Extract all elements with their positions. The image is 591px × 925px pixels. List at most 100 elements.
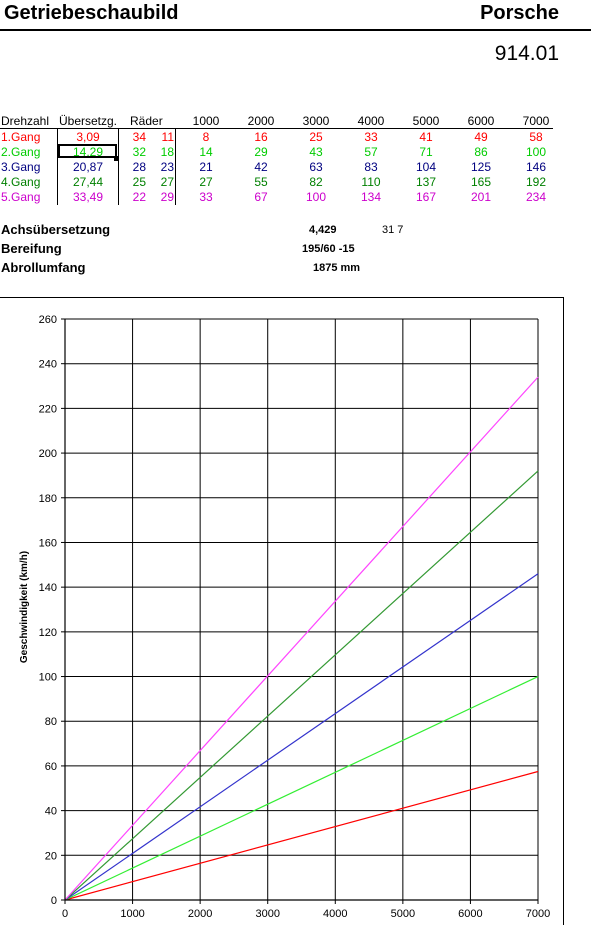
fill-handle[interactable]	[114, 156, 119, 161]
speed-value: 27	[199, 175, 213, 189]
speed-value: 49	[474, 130, 488, 144]
page-title: Getriebeschaubild	[4, 2, 179, 24]
speed-value: 58	[529, 130, 543, 144]
header-rpm-col: 2000	[247, 114, 275, 128]
header-ratio: Übersetzg.	[58, 114, 118, 128]
gear-teeth-driven: 29	[160, 190, 174, 204]
column-separator	[57, 129, 58, 205]
brand-name: Porsche	[480, 2, 559, 24]
header-rpm-col: 1000	[192, 114, 220, 128]
header-rpm: Drehzahl	[1, 114, 50, 128]
speed-value: 25	[309, 130, 323, 144]
series-line-gear-5	[64, 376, 539, 901]
gear-label: 4.Gang	[1, 175, 41, 189]
speed-value: 33	[199, 190, 213, 204]
header-rpm-col: 5000	[412, 114, 440, 128]
speed-value: 8	[202, 130, 210, 144]
chart-series	[64, 376, 539, 901]
speed-value: 29	[254, 145, 268, 159]
y-tick-label: 140	[39, 582, 57, 594]
speed-value: 234	[525, 190, 547, 204]
gear-teeth-driven: 11	[161, 130, 174, 144]
gear-ratio: 3,09	[76, 130, 100, 144]
y-tick-label: 240	[39, 359, 57, 371]
header-rpm-col: 6000	[467, 114, 495, 128]
gear-ratio: 33,49	[72, 190, 104, 204]
speed-value: 33	[364, 130, 378, 144]
speed-value: 57	[364, 145, 378, 159]
column-separator	[175, 129, 176, 205]
speed-value: 86	[474, 145, 488, 159]
y-tick-label: 100	[39, 672, 57, 684]
table-row: 1.Gang 3,09 34 11 8 16 25 33 41 49 58	[0, 130, 591, 145]
y-tick-label: 60	[45, 761, 57, 773]
gear-teeth-driven: 23	[160, 160, 174, 174]
series-line-gear-4	[64, 470, 539, 901]
y-tick-label: 200	[39, 448, 57, 460]
y-tick-label: 260	[39, 314, 57, 326]
tyre-label: Bereifung	[1, 241, 62, 256]
y-axis-label: Geschwindigkeit (km/h)	[19, 551, 30, 663]
column-separator	[118, 129, 119, 205]
speed-value: 100	[525, 145, 547, 159]
x-tick-label: 7000	[526, 908, 550, 920]
gear-teeth-driven: 27	[160, 175, 174, 189]
gear-label: 3.Gang	[1, 160, 41, 174]
circumference-label: Abrollumfang	[1, 260, 86, 275]
gear-ratio: 14,29	[72, 145, 104, 159]
series-line-gear-1	[64, 770, 539, 901]
x-tick-label: 6000	[458, 908, 482, 920]
speed-chart: 0 1000 2000 3000 4000 5000 6000 7000 0 20 40 60 80 10…	[0, 297, 564, 925]
gear-ratio: 20,87	[72, 160, 104, 174]
table-row: 4.Gang 27,44 25 27 27 55 82 110 137 165 192	[0, 175, 591, 190]
gear-teeth-driven: 18	[160, 145, 174, 159]
circumference-value: 1875 mm	[313, 262, 361, 274]
header-rpm-col: 7000	[522, 114, 550, 128]
speed-value: 104	[415, 160, 437, 174]
x-tick-label: 4000	[323, 908, 347, 920]
x-tick-label: 3000	[255, 908, 279, 920]
title-underline	[0, 29, 591, 31]
speed-value: 71	[419, 145, 433, 159]
speed-value: 165	[470, 175, 492, 189]
speed-value: 43	[309, 145, 323, 159]
series-line-gear-3	[64, 573, 539, 901]
table-row: 2.Gang 14,29 32 18 14 29 43 57 71 86 100	[0, 145, 591, 160]
table-header-underline	[0, 128, 553, 129]
speed-value: 137	[415, 175, 437, 189]
header-rpm-col: 4000	[357, 114, 385, 128]
speed-value: 83	[364, 160, 378, 174]
table-header-row: Drehzahl Übersetzg. Räder 1000 2000 3000…	[0, 114, 591, 129]
y-tick-label: 40	[45, 806, 57, 818]
table-row: 3.Gang 20,87 28 23 21 42 63 83 104 125 146	[0, 160, 591, 175]
axle-ratio-label: Achsübersetzung	[1, 222, 111, 237]
gear-teeth-drive: 34	[132, 130, 146, 144]
speed-value: 14	[199, 145, 213, 159]
gear-ratio: 27,44	[72, 175, 104, 189]
gear-label: 5.Gang	[1, 190, 41, 204]
speed-value: 63	[309, 160, 323, 174]
x-tick-label: 0	[62, 908, 68, 920]
speed-value: 42	[254, 160, 268, 174]
header-rpm-col: 3000	[302, 114, 330, 128]
speed-value: 192	[525, 175, 547, 189]
chart-ticks: 0 1000 2000 3000 4000 5000 6000 7000 0 20 40 60 80 10…	[39, 314, 551, 920]
selected-cell-outline[interactable]	[58, 144, 117, 158]
speed-value: 21	[199, 160, 213, 174]
tyre-value: 195/60 -15	[302, 243, 355, 255]
x-tick-label: 1000	[120, 908, 144, 920]
gear-teeth-drive: 32	[132, 145, 146, 159]
gear-teeth-drive: 28	[132, 160, 146, 174]
speed-value: 110	[361, 175, 381, 189]
model-number: 914.01	[494, 42, 559, 65]
table-row: 5.Gang 33,49 22 29 33 67 100 134 167 201 234	[0, 190, 591, 205]
speed-value: 146	[525, 160, 547, 174]
chart-grid	[64, 318, 539, 901]
speed-value: 67	[254, 190, 268, 204]
speed-value: 167	[415, 190, 437, 204]
speed-value: 134	[360, 190, 382, 204]
speed-value: 41	[419, 130, 433, 144]
speed-value: 16	[254, 130, 268, 144]
speed-value: 82	[309, 175, 323, 189]
speed-value: 55	[254, 175, 268, 189]
